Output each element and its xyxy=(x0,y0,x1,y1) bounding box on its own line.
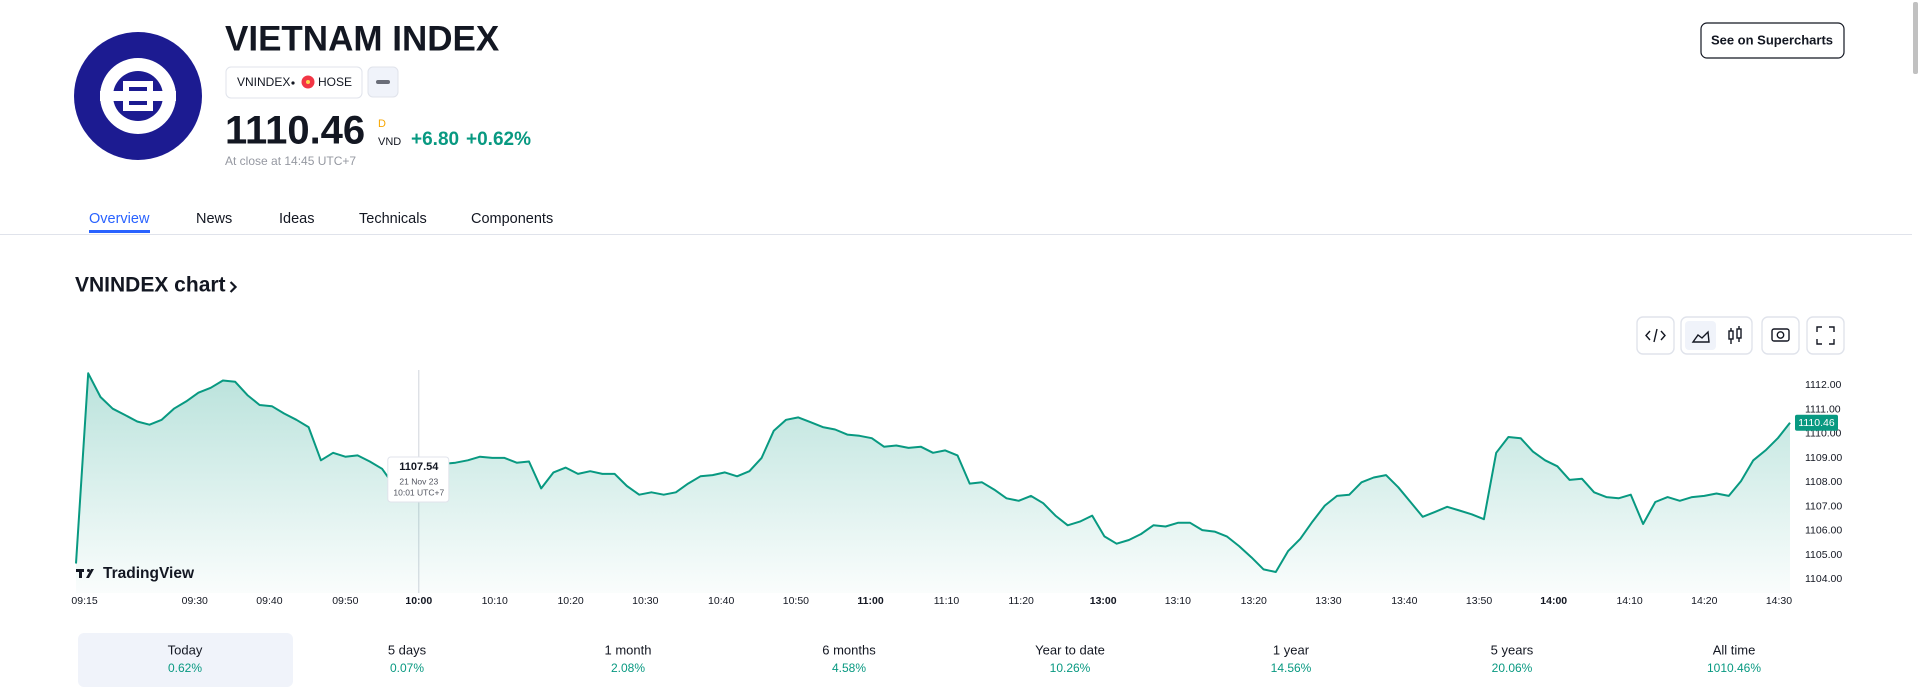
x-tick-label: 13:00 xyxy=(1090,595,1117,607)
x-tick-label: 13:20 xyxy=(1241,595,1267,607)
y-tick-label: 1108.00 xyxy=(1805,476,1842,488)
period-label[interactable]: All time xyxy=(1713,642,1756,657)
x-tick-label: 14:30 xyxy=(1766,595,1792,607)
period-label[interactable]: 5 years xyxy=(1491,642,1534,657)
period-change: 14.56% xyxy=(1271,661,1312,675)
periods: Today 0.62% 5 days 0.07% 1 month 2.08% 6 month… xyxy=(168,642,1762,675)
tab[interactable]: News xyxy=(196,211,232,227)
x-tick-label: 14:00 xyxy=(1540,595,1567,607)
area-icon xyxy=(1691,330,1710,343)
period-label[interactable]: Year to date xyxy=(1035,642,1105,657)
supercharts-button[interactable] xyxy=(1700,22,1845,59)
period-change: 10.26% xyxy=(1050,661,1091,675)
price: 1110.46 xyxy=(225,109,365,153)
tab[interactable]: Components xyxy=(471,211,553,227)
area-style-button[interactable] xyxy=(1685,321,1716,350)
status: At close at 14:45 UTC+7 xyxy=(225,154,356,168)
more-icon xyxy=(376,80,390,84)
x-tick-label: 10:30 xyxy=(632,595,658,607)
tooltip-date: 21 Nov 23 xyxy=(399,476,438,486)
tab-divider xyxy=(0,234,1912,235)
scrollbar[interactable] xyxy=(1913,2,1918,74)
y-tick-label: 1107.00 xyxy=(1805,500,1842,512)
exchange-flag-star xyxy=(306,80,310,84)
camera-icon xyxy=(1771,328,1790,342)
y-tick-label: 1105.00 xyxy=(1805,549,1842,561)
supercharts-label: See on Supercharts xyxy=(1711,32,1833,47)
tab[interactable]: Overview xyxy=(89,211,150,227)
fullscreen-button[interactable] xyxy=(1806,316,1845,355)
y-tick-label: 1111.00 xyxy=(1805,403,1841,415)
chart-title[interactable]: VNINDEX chart xyxy=(75,274,226,297)
y-tick-label: 1106.00 xyxy=(1805,525,1842,537)
period-label[interactable]: 5 days xyxy=(388,642,427,657)
period-change: 1010.46% xyxy=(1707,661,1761,675)
period-label[interactable]: 6 months xyxy=(822,642,876,657)
chart: 1104.00 1105.00 1106.00 1107.00 1108.00 1109.… xyxy=(71,370,1842,607)
x-tick-label: 10:00 xyxy=(405,595,432,607)
chart-toolbar xyxy=(1636,316,1845,355)
title: VIETNAM INDEX xyxy=(225,19,500,58)
period-change: 20.06% xyxy=(1492,661,1533,675)
tab[interactable]: Ideas xyxy=(279,211,314,227)
last-price-tag xyxy=(1795,414,1838,431)
x-tick-label: 09:30 xyxy=(182,595,208,607)
period-label[interactable]: 1 month xyxy=(605,642,652,657)
chevron xyxy=(229,281,238,293)
tooltip-time: 10:01 UTC+7 xyxy=(393,487,444,497)
period-change: 2.08% xyxy=(611,661,645,675)
exchange: HOSE xyxy=(318,75,352,89)
y-tick-label: 1112.00 xyxy=(1805,379,1842,391)
watermark: TradingView xyxy=(103,565,195,582)
logo xyxy=(74,32,202,160)
x-tick-label: 13:10 xyxy=(1165,595,1191,607)
x-tick-label: 09:50 xyxy=(332,595,358,607)
period-change: 0.62% xyxy=(168,661,202,675)
y-tick-label: 1104.00 xyxy=(1805,573,1842,585)
x-tick-label: 10:20 xyxy=(557,595,583,607)
change-percent: +0.62% xyxy=(466,129,531,150)
price-flag: D xyxy=(378,118,386,130)
x-tick-label: 10:40 xyxy=(708,595,734,607)
embed-icon xyxy=(1645,328,1666,343)
separator-dot xyxy=(291,81,295,85)
period-change: 4.58% xyxy=(832,661,866,675)
y-tick-label: 1109.00 xyxy=(1805,452,1842,464)
change: +6.80 xyxy=(411,129,459,150)
x-tick-label: 13:30 xyxy=(1315,595,1341,607)
period-label[interactable]: Today xyxy=(168,642,203,657)
tooltip-box xyxy=(387,456,450,503)
x-tick-label: 09:40 xyxy=(256,595,282,607)
last-price-label: 1110.46 xyxy=(1798,417,1835,429)
chart-style-group xyxy=(1680,316,1753,355)
x-tick-label: 11:10 xyxy=(934,595,960,607)
x-tick-label: 14:10 xyxy=(1616,595,1642,607)
x-tick-label: 11:00 xyxy=(857,595,883,607)
period-selected[interactable] xyxy=(78,633,293,687)
period-label[interactable]: 1 year xyxy=(1273,642,1310,657)
period-change: 0.07% xyxy=(390,661,424,675)
tab[interactable]: Technicals xyxy=(359,211,427,227)
x-tick-label: 13:40 xyxy=(1391,595,1417,607)
symbol: VNINDEX xyxy=(237,75,290,89)
x-tick-label: 14:20 xyxy=(1691,595,1717,607)
embed-button[interactable] xyxy=(1636,316,1675,355)
line xyxy=(75,372,1791,573)
x-tick-label: 10:50 xyxy=(783,595,809,607)
area-fill xyxy=(76,373,1790,593)
x-tick-label: 10:10 xyxy=(482,595,508,607)
snapshot-button[interactable] xyxy=(1761,316,1800,355)
currency: VND xyxy=(378,136,401,148)
tooltip-value: 1107.54 xyxy=(399,461,439,473)
tab-underline xyxy=(89,230,150,233)
x-tick-label: 11:20 xyxy=(1008,595,1034,607)
fullscreen-icon xyxy=(1816,326,1835,345)
watermark-logo xyxy=(76,569,94,578)
x-tick-label: 09:15 xyxy=(71,595,97,607)
x-tick-label: 13:50 xyxy=(1466,595,1492,607)
